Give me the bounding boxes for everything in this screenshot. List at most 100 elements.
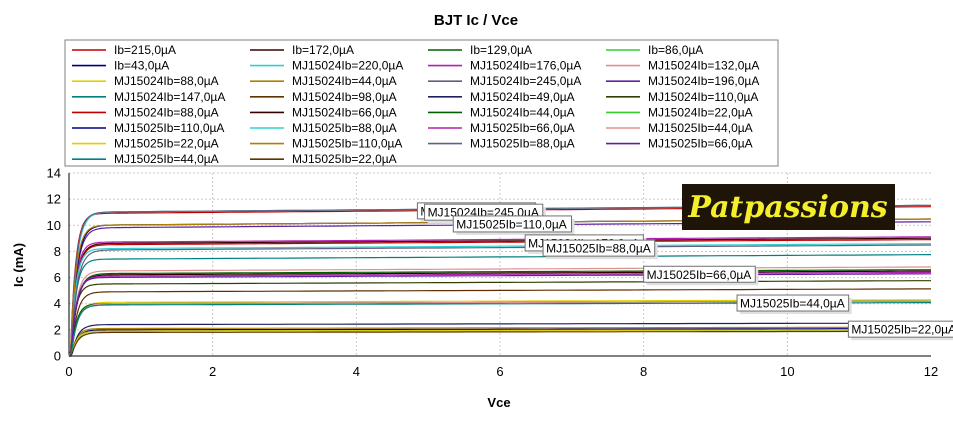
legend-label: MJ15024Ib=220,0µA [292, 59, 403, 73]
logo-text: Patpassions [687, 190, 887, 225]
annotation-text: MJ15025Ib=66,0µA [647, 268, 752, 282]
legend-label: Ib=129,0µA [470, 43, 532, 57]
legend-item: MJ15025Ib=88,0µA [428, 137, 575, 151]
legend-label: MJ15024Ib=44,0µA [292, 74, 397, 88]
legend-item: Ib=86,0µA [606, 43, 703, 57]
legend-item: Ib=215,0µA [72, 43, 176, 57]
chart-title: BJT Ic / Vce [434, 12, 518, 29]
legend-item: MJ15024Ib=66,0µA [250, 105, 397, 119]
legend-item: MJ15024Ib=98,0µA [250, 90, 397, 104]
legend-item: MJ15024Ib=196,0µA [606, 74, 759, 88]
y-tick-label: 0 [54, 349, 61, 364]
y-tick-label: 4 [54, 296, 61, 311]
annotation-text: MJ15025Ib=110,0µA [456, 217, 566, 231]
legend-label: Ib=43,0µA [114, 59, 169, 73]
annotations: MJ15024Ib=220,0µAMJ15024Ib=245,0µAMJ1502… [416, 202, 953, 341]
series-line [69, 300, 932, 357]
legend-item: MJ15024Ib=88,0µA [72, 74, 219, 88]
series-line [69, 326, 932, 357]
x-axis-label: Vce [487, 395, 510, 410]
legend-item: MJ15025Ib=66,0µA [606, 137, 753, 151]
series-line [69, 243, 932, 357]
legend-label: MJ15025Ib=88,0µA [292, 121, 397, 135]
x-tick-label: 8 [640, 364, 647, 379]
legend-item: Ib=172,0µA [250, 43, 354, 57]
series-line [69, 244, 932, 357]
annotation-box [736, 294, 850, 312]
x-tick-label: 10 [780, 364, 794, 379]
legend-item: MJ15024Ib=44,0µA [428, 105, 575, 119]
annotation-label: MJ15025Ib=88,0µA [542, 239, 658, 260]
legend-label: MJ15025Ib=22,0µA [114, 137, 219, 151]
legend-label: MJ15024Ib=110,0µA [648, 90, 758, 104]
annotation-text: MJ15025Ib=44,0µA [740, 297, 845, 311]
legend-label: MJ15025Ib=22,0µA [292, 152, 397, 166]
legend-label: MJ15024Ib=22,0µA [648, 105, 753, 119]
y-tick-label: 2 [54, 322, 61, 337]
annotation-text: MJ15025Ib=22,0µA [851, 323, 953, 337]
legend-label: Ib=215,0µA [114, 43, 176, 57]
x-tick-label: 12 [924, 364, 938, 379]
legend-item: MJ15025Ib=66,0µA [428, 121, 575, 135]
x-tick-label: 0 [65, 364, 72, 379]
legend-label: MJ15025Ib=88,0µA [470, 137, 575, 151]
y-tick-label: 10 [47, 218, 61, 233]
annotation-label: MJ15025Ib=110,0µA [452, 215, 575, 235]
legend-label: MJ15024Ib=176,0µA [470, 59, 581, 73]
legend-item: MJ15025Ib=110,0µA [72, 121, 224, 135]
legend-label: MJ15024Ib=147,0µA [114, 90, 225, 104]
annotation-box [847, 320, 953, 338]
legend-item: MJ15025Ib=22,0µA [250, 152, 397, 166]
legend-label: MJ15025Ib=44,0µA [114, 152, 219, 166]
legend-label: MJ15025Ib=66,0µA [470, 121, 575, 135]
legend-label: Ib=172,0µA [292, 43, 354, 57]
annotation-box [643, 265, 756, 283]
legend-item: MJ15024Ib=49,0µA [428, 90, 575, 104]
legend-label: MJ15024Ib=66,0µA [292, 105, 397, 119]
series-line [69, 288, 931, 357]
series-line [69, 330, 932, 357]
legend-item: MJ15025Ib=110,0µA [250, 137, 402, 151]
legend-label: MJ15025Ib=44,0µA [648, 121, 753, 135]
x-tick-label: 2 [209, 364, 216, 379]
legend-item: MJ15025Ib=88,0µA [250, 121, 397, 135]
series-line [69, 239, 932, 357]
legend-item: MJ15024Ib=245,0µA [428, 74, 581, 88]
legend-label: MJ15024Ib=245,0µA [470, 74, 581, 88]
legend-label: MJ15025Ib=110,0µA [114, 121, 224, 135]
legend-item: MJ15024Ib=110,0µA [606, 90, 758, 104]
grid [69, 172, 931, 356]
legend-item: MJ15024Ib=176,0µA [428, 59, 581, 73]
x-tick-label: 6 [496, 364, 503, 379]
logo-background [682, 184, 895, 230]
legend-label: MJ15024Ib=49,0µA [470, 90, 575, 104]
legend-label: MJ15025Ib=110,0µA [292, 137, 402, 151]
legend-label: MJ15024Ib=132,0µA [648, 59, 759, 73]
annotation-box [452, 215, 573, 233]
legend-item: MJ15024Ib=147,0µA [72, 90, 225, 104]
legend-label: MJ15025Ib=66,0µA [648, 137, 753, 151]
legend-label: MJ15024Ib=196,0µA [648, 74, 759, 88]
y-tick-label: 6 [54, 270, 61, 285]
annotation-text: MJ15025Ib=88,0µA [546, 242, 651, 256]
legend-item: Ib=43,0µA [72, 59, 169, 73]
legend-item: MJ15024Ib=22,0µA [606, 105, 753, 119]
legend-label: MJ15024Ib=88,0µA [114, 74, 219, 88]
tick-labels: 0 2 4 6 8 10 12 0 2 4 6 8 10 12 14 [47, 166, 939, 380]
series-line [69, 236, 932, 357]
annotation-label: MJ15025Ib=22,0µA [847, 320, 953, 341]
series-line [69, 302, 931, 357]
legend-label: MJ15024Ib=88,0µA [114, 105, 219, 119]
series-line [69, 329, 931, 357]
y-axis-label: Ic (mA) [11, 243, 26, 287]
patpassions-logo: Patpassions [682, 184, 895, 230]
legend-item: MJ15024Ib=220,0µA [250, 59, 403, 73]
series-line [69, 299, 932, 357]
annotation-label: MJ15025Ib=44,0µA [736, 294, 852, 315]
series-line [69, 254, 932, 357]
legend-item: MJ15025Ib=44,0µA [606, 121, 753, 135]
legend: Ib=215,0µA Ib=172,0µA Ib=129,0µA Ib=86,0µA I… [64, 39, 779, 167]
legend-label: Ib=86,0µA [648, 43, 703, 57]
annotation-label: MJ15025Ib=66,0µA [643, 265, 759, 286]
